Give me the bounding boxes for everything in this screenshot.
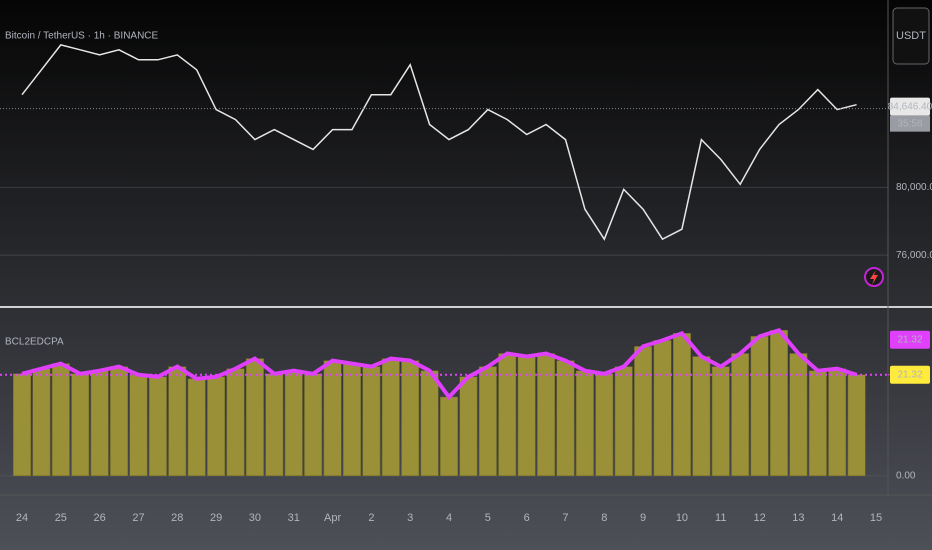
x-tick-label: 12	[753, 512, 765, 524]
bar	[13, 373, 31, 477]
level-tag: 21.32	[897, 369, 922, 380]
bar	[672, 333, 691, 477]
price-line	[21, 44, 857, 241]
y-tick-label: 80,000.00	[896, 182, 932, 193]
countdown-bg	[890, 115, 930, 132]
bar	[90, 370, 109, 477]
x-tick-label: 13	[792, 512, 804, 524]
bar	[770, 330, 788, 477]
bar	[750, 336, 769, 477]
x-tick-label: 27	[132, 512, 144, 524]
bar	[207, 376, 226, 477]
bar	[187, 378, 206, 477]
bar	[401, 360, 420, 477]
y-tick-label: 76,000.00	[896, 250, 932, 261]
bar	[323, 360, 342, 477]
bar	[71, 373, 90, 477]
bar	[304, 373, 323, 477]
bar	[110, 366, 129, 477]
bar	[440, 396, 458, 477]
x-tick-label: 8	[601, 512, 607, 524]
x-tick-label: 28	[171, 512, 183, 524]
last-value-tag-bg	[890, 330, 930, 349]
bar	[226, 368, 245, 477]
bar	[498, 353, 517, 477]
bar	[711, 366, 730, 477]
alert-bolt	[870, 270, 878, 285]
bar	[265, 373, 284, 477]
bar	[381, 358, 400, 477]
x-tick-label: 25	[55, 512, 67, 524]
last-price-tag: 84,646.40	[888, 101, 932, 112]
bar	[362, 366, 381, 477]
bar	[420, 370, 439, 477]
bar	[343, 363, 361, 477]
bar	[245, 358, 264, 477]
x-tick-label: 26	[94, 512, 106, 524]
x-tick-label: 3	[407, 512, 413, 524]
x-tick-label: 15	[870, 512, 882, 524]
x-tick-label: 31	[288, 512, 300, 524]
x-tick-label: 7	[562, 512, 568, 524]
bar	[32, 368, 51, 477]
x-tick-label: 29	[210, 512, 222, 524]
x-tick-label: 6	[524, 512, 530, 524]
x-tick-label: Apr	[324, 512, 341, 524]
bar	[168, 366, 187, 477]
bar	[478, 366, 497, 477]
bar	[828, 368, 847, 477]
bar	[731, 353, 750, 477]
bar	[575, 370, 594, 477]
bar	[129, 374, 148, 477]
bar	[537, 353, 556, 477]
bar	[459, 376, 478, 477]
x-tick-label: 2	[368, 512, 374, 524]
indicator-title: BCL2EDCPA	[5, 337, 64, 348]
bar	[614, 366, 633, 477]
countdown: 35:56	[897, 118, 922, 129]
level-tag-bg	[890, 365, 930, 384]
bar	[847, 374, 866, 477]
x-tick-label: 5	[485, 512, 491, 524]
y-tick-label: 0.00	[896, 470, 916, 481]
bar	[51, 363, 70, 477]
x-tick-label: 10	[676, 512, 688, 524]
x-tick-label: 14	[831, 512, 843, 524]
x-tick-label: 30	[249, 512, 261, 524]
bar	[595, 373, 614, 477]
indicator-line	[21, 327, 858, 401]
x-tick-label: 9	[640, 512, 646, 524]
bar	[556, 360, 575, 477]
bar	[789, 353, 808, 477]
last-value-tag: 21.32	[897, 334, 922, 345]
currency[interactable]: USDT	[896, 30, 926, 42]
bar	[808, 370, 827, 477]
bar	[653, 340, 672, 477]
bar	[148, 376, 167, 477]
currency-button[interactable]	[892, 7, 930, 65]
bar	[634, 346, 653, 477]
symbol-title: Bitcoin / TetherUS · 1h · BINANCE	[5, 31, 159, 42]
last-price-tag-bg	[890, 97, 930, 116]
x-tick-label: 4	[446, 512, 452, 524]
x-tick-label: 24	[16, 512, 28, 524]
x-tick-label: 11	[715, 512, 726, 524]
bar	[284, 370, 303, 477]
